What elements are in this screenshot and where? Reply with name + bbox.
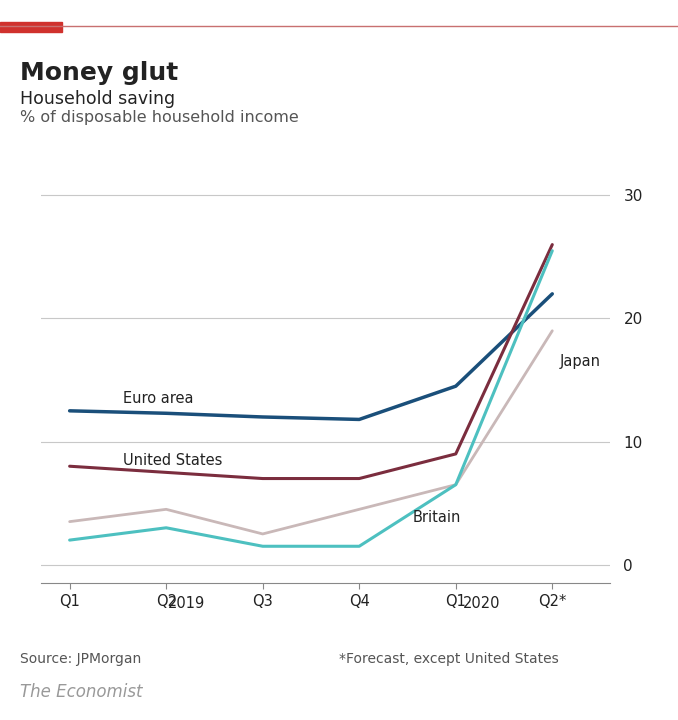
- Text: 2019: 2019: [168, 596, 205, 611]
- Bar: [0, 22, 62, 32]
- Text: % of disposable household income: % of disposable household income: [20, 110, 299, 125]
- Text: Money glut: Money glut: [20, 61, 178, 85]
- Text: Britain: Britain: [412, 510, 460, 526]
- Text: Household saving: Household saving: [20, 90, 176, 108]
- Text: The Economist: The Economist: [20, 683, 143, 701]
- Text: *Forecast, except United States: *Forecast, except United States: [339, 652, 559, 665]
- Text: Japan: Japan: [560, 354, 601, 369]
- Text: United States: United States: [123, 453, 222, 467]
- Text: 2020: 2020: [462, 596, 500, 611]
- Text: Source: JPMorgan: Source: JPMorgan: [20, 652, 142, 665]
- Text: Euro area: Euro area: [123, 391, 193, 406]
